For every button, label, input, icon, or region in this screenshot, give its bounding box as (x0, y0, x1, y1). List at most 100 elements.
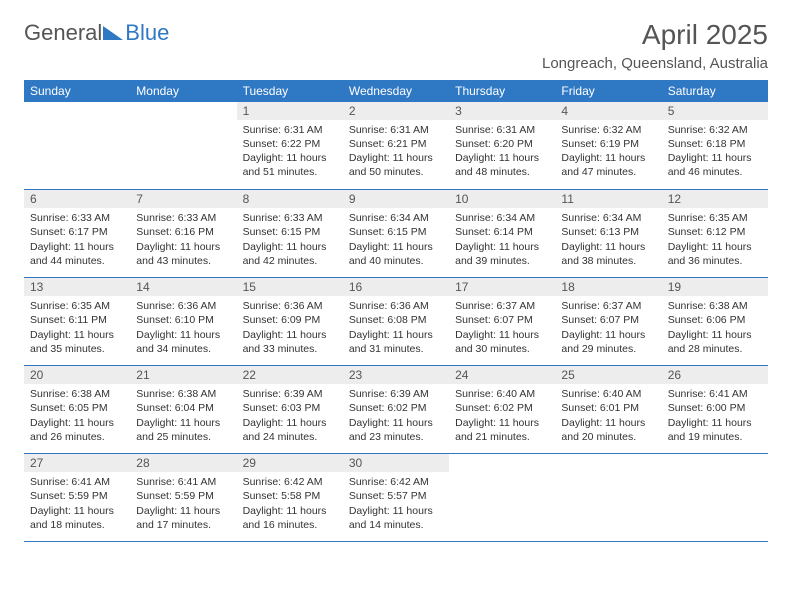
day-cell: 4Sunrise: 6:32 AMSunset: 6:19 PMDaylight… (555, 102, 661, 190)
week-row: 6Sunrise: 6:33 AMSunset: 6:17 PMDaylight… (24, 190, 768, 278)
day-cell: 22Sunrise: 6:39 AMSunset: 6:03 PMDayligh… (237, 366, 343, 454)
day-number: 17 (449, 278, 555, 296)
day-cell: 24Sunrise: 6:40 AMSunset: 6:02 PMDayligh… (449, 366, 555, 454)
day-cell: 25Sunrise: 6:40 AMSunset: 6:01 PMDayligh… (555, 366, 661, 454)
day-cell: 14Sunrise: 6:36 AMSunset: 6:10 PMDayligh… (130, 278, 236, 366)
day-details: Sunrise: 6:38 AMSunset: 6:06 PMDaylight:… (662, 296, 768, 360)
day-cell: 11Sunrise: 6:34 AMSunset: 6:13 PMDayligh… (555, 190, 661, 278)
day-number: 19 (662, 278, 768, 296)
day-number: 7 (130, 190, 236, 208)
day-details: Sunrise: 6:33 AMSunset: 6:16 PMDaylight:… (130, 208, 236, 272)
day-number: 9 (343, 190, 449, 208)
brand-logo: General Blue (24, 20, 169, 46)
day-details: Sunrise: 6:36 AMSunset: 6:10 PMDaylight:… (130, 296, 236, 360)
calendar-head: SundayMondayTuesdayWednesdayThursdayFrid… (24, 80, 768, 102)
day-details: Sunrise: 6:41 AMSunset: 5:59 PMDaylight:… (130, 472, 236, 536)
day-number: 11 (555, 190, 661, 208)
day-number: 26 (662, 366, 768, 384)
day-cell: 2Sunrise: 6:31 AMSunset: 6:21 PMDaylight… (343, 102, 449, 190)
brand-part2: Blue (125, 20, 169, 46)
day-details: Sunrise: 6:34 AMSunset: 6:13 PMDaylight:… (555, 208, 661, 272)
weekday-header: Saturday (662, 80, 768, 102)
brand-part1: General (24, 20, 102, 46)
day-cell: 20Sunrise: 6:38 AMSunset: 6:05 PMDayligh… (24, 366, 130, 454)
day-cell: 6Sunrise: 6:33 AMSunset: 6:17 PMDaylight… (24, 190, 130, 278)
day-cell: 26Sunrise: 6:41 AMSunset: 6:00 PMDayligh… (662, 366, 768, 454)
day-number: 6 (24, 190, 130, 208)
day-number: 8 (237, 190, 343, 208)
day-details: Sunrise: 6:32 AMSunset: 6:18 PMDaylight:… (662, 120, 768, 184)
location-subtitle: Longreach, Queensland, Australia (542, 55, 768, 72)
day-details: Sunrise: 6:33 AMSunset: 6:15 PMDaylight:… (237, 208, 343, 272)
day-number: 22 (237, 366, 343, 384)
day-cell: 23Sunrise: 6:39 AMSunset: 6:02 PMDayligh… (343, 366, 449, 454)
page-title: April 2025 (542, 20, 768, 51)
day-cell: 12Sunrise: 6:35 AMSunset: 6:12 PMDayligh… (662, 190, 768, 278)
title-block: April 2025 Longreach, Queensland, Austra… (542, 20, 768, 72)
day-number: 30 (343, 454, 449, 472)
day-number: 27 (24, 454, 130, 472)
day-number: 16 (343, 278, 449, 296)
week-row: 27Sunrise: 6:41 AMSunset: 5:59 PMDayligh… (24, 454, 768, 542)
weekday-header: Friday (555, 80, 661, 102)
empty-cell (130, 102, 236, 190)
day-details: Sunrise: 6:40 AMSunset: 6:01 PMDaylight:… (555, 384, 661, 448)
empty-cell (449, 454, 555, 542)
day-number: 4 (555, 102, 661, 120)
day-cell: 28Sunrise: 6:41 AMSunset: 5:59 PMDayligh… (130, 454, 236, 542)
day-cell: 9Sunrise: 6:34 AMSunset: 6:15 PMDaylight… (343, 190, 449, 278)
day-cell: 3Sunrise: 6:31 AMSunset: 6:20 PMDaylight… (449, 102, 555, 190)
day-number: 12 (662, 190, 768, 208)
weekday-header: Thursday (449, 80, 555, 102)
empty-cell (24, 102, 130, 190)
day-number: 5 (662, 102, 768, 120)
day-details: Sunrise: 6:38 AMSunset: 6:04 PMDaylight:… (130, 384, 236, 448)
week-row: 13Sunrise: 6:35 AMSunset: 6:11 PMDayligh… (24, 278, 768, 366)
day-details: Sunrise: 6:36 AMSunset: 6:08 PMDaylight:… (343, 296, 449, 360)
calendar-table: SundayMondayTuesdayWednesdayThursdayFrid… (24, 80, 768, 543)
day-number: 10 (449, 190, 555, 208)
day-cell: 21Sunrise: 6:38 AMSunset: 6:04 PMDayligh… (130, 366, 236, 454)
calendar-page: { "brand": { "part1": "General", "part2"… (0, 0, 792, 612)
day-number: 25 (555, 366, 661, 384)
day-number: 13 (24, 278, 130, 296)
day-number: 24 (449, 366, 555, 384)
day-details: Sunrise: 6:34 AMSunset: 6:15 PMDaylight:… (343, 208, 449, 272)
day-details: Sunrise: 6:36 AMSunset: 6:09 PMDaylight:… (237, 296, 343, 360)
day-details: Sunrise: 6:34 AMSunset: 6:14 PMDaylight:… (449, 208, 555, 272)
day-details: Sunrise: 6:37 AMSunset: 6:07 PMDaylight:… (449, 296, 555, 360)
day-cell: 10Sunrise: 6:34 AMSunset: 6:14 PMDayligh… (449, 190, 555, 278)
day-details: Sunrise: 6:39 AMSunset: 6:02 PMDaylight:… (343, 384, 449, 448)
day-number: 14 (130, 278, 236, 296)
day-number: 1 (237, 102, 343, 120)
day-details: Sunrise: 6:35 AMSunset: 6:12 PMDaylight:… (662, 208, 768, 272)
day-details: Sunrise: 6:41 AMSunset: 6:00 PMDaylight:… (662, 384, 768, 448)
day-cell: 30Sunrise: 6:42 AMSunset: 5:57 PMDayligh… (343, 454, 449, 542)
day-cell: 5Sunrise: 6:32 AMSunset: 6:18 PMDaylight… (662, 102, 768, 190)
day-number: 29 (237, 454, 343, 472)
day-number: 3 (449, 102, 555, 120)
day-details: Sunrise: 6:38 AMSunset: 6:05 PMDaylight:… (24, 384, 130, 448)
logo-triangle-icon (103, 20, 123, 46)
header: General Blue April 2025 Longreach, Queen… (24, 20, 768, 72)
day-cell: 19Sunrise: 6:38 AMSunset: 6:06 PMDayligh… (662, 278, 768, 366)
calendar-body: 1Sunrise: 6:31 AMSunset: 6:22 PMDaylight… (24, 102, 768, 542)
day-cell: 27Sunrise: 6:41 AMSunset: 5:59 PMDayligh… (24, 454, 130, 542)
day-details: Sunrise: 6:32 AMSunset: 6:19 PMDaylight:… (555, 120, 661, 184)
empty-cell (662, 454, 768, 542)
empty-cell (555, 454, 661, 542)
day-cell: 18Sunrise: 6:37 AMSunset: 6:07 PMDayligh… (555, 278, 661, 366)
day-details: Sunrise: 6:31 AMSunset: 6:22 PMDaylight:… (237, 120, 343, 184)
weekday-header: Monday (130, 80, 236, 102)
day-details: Sunrise: 6:33 AMSunset: 6:17 PMDaylight:… (24, 208, 130, 272)
day-number: 15 (237, 278, 343, 296)
day-number: 2 (343, 102, 449, 120)
day-number: 23 (343, 366, 449, 384)
day-number: 21 (130, 366, 236, 384)
day-details: Sunrise: 6:40 AMSunset: 6:02 PMDaylight:… (449, 384, 555, 448)
day-cell: 29Sunrise: 6:42 AMSunset: 5:58 PMDayligh… (237, 454, 343, 542)
day-details: Sunrise: 6:35 AMSunset: 6:11 PMDaylight:… (24, 296, 130, 360)
weekday-header: Wednesday (343, 80, 449, 102)
week-row: 20Sunrise: 6:38 AMSunset: 6:05 PMDayligh… (24, 366, 768, 454)
day-details: Sunrise: 6:31 AMSunset: 6:20 PMDaylight:… (449, 120, 555, 184)
